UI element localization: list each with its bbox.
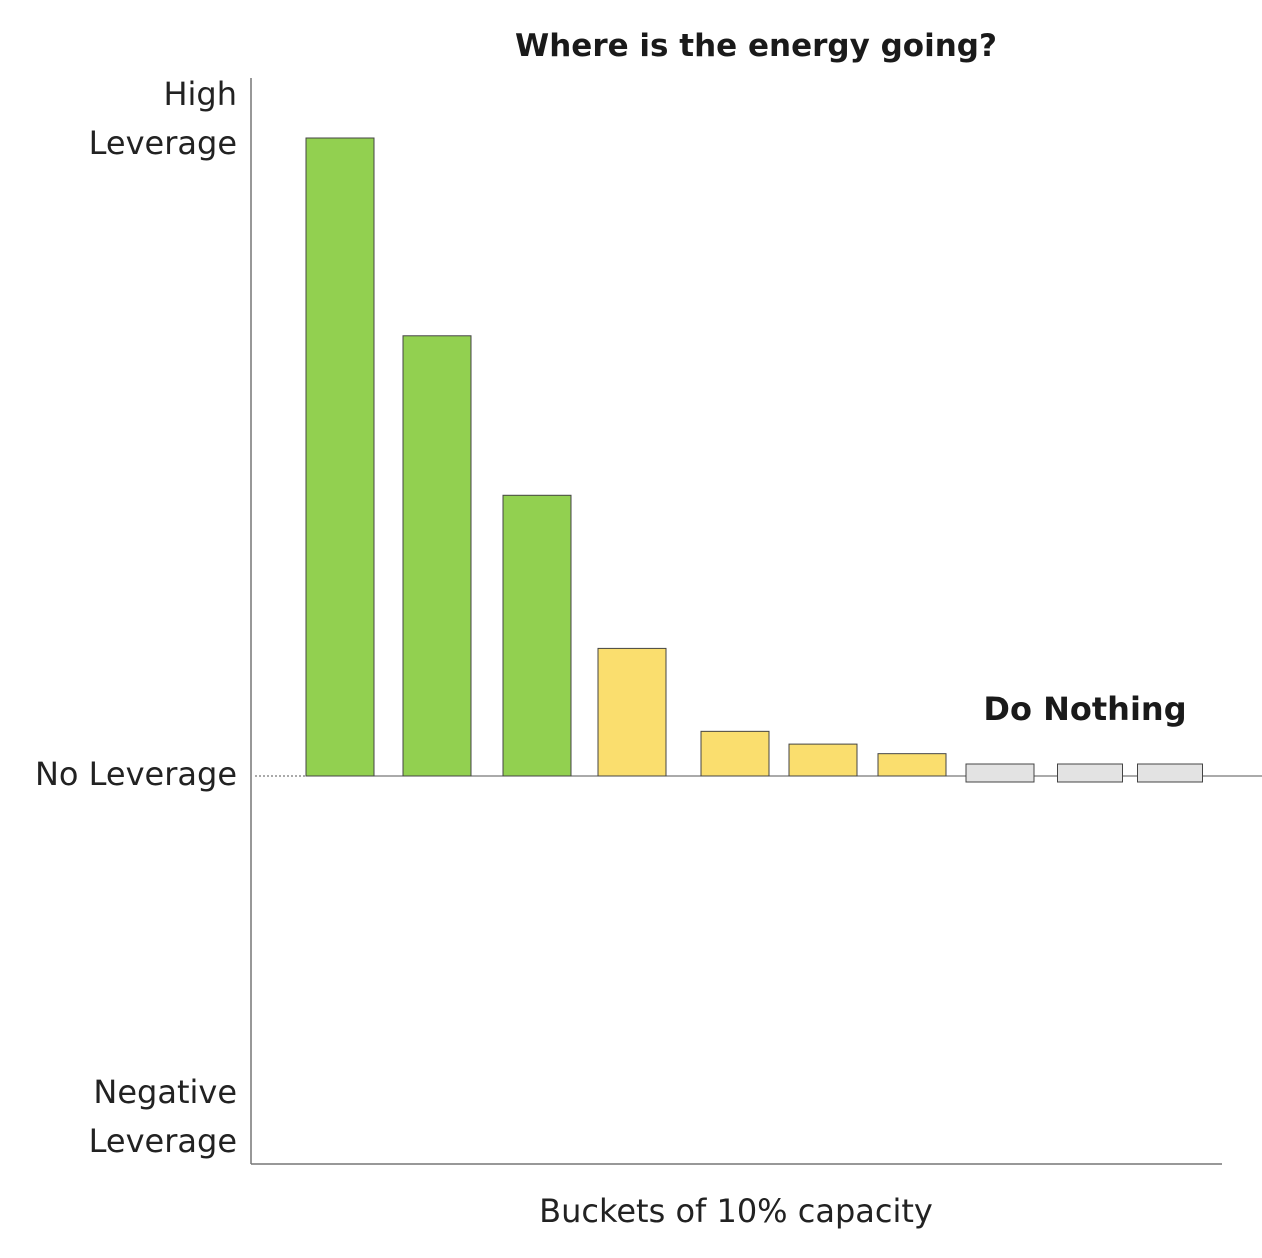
y-label-high-line2: Leverage [89, 124, 237, 162]
bar-bucket-1 [305, 137, 375, 777]
bar-bucket-9 [1057, 763, 1123, 783]
bar-bucket-2 [402, 335, 472, 777]
bar-bucket-8 [965, 763, 1035, 783]
bar-bucket-5 [700, 730, 770, 777]
bar-bucket-4 [597, 647, 667, 777]
bars-group [305, 137, 1203, 783]
y-label-negative-line2: Leverage [89, 1122, 237, 1160]
y-label-negative-line1: Negative [93, 1073, 237, 1111]
do-nothing-annotation: Do Nothing [983, 690, 1186, 728]
bar-bucket-3 [502, 494, 572, 777]
x-axis-label: Buckets of 10% capacity [539, 1192, 933, 1230]
chart-title: Where is the energy going? [515, 28, 997, 64]
y-label-zero: No Leverage [35, 755, 237, 793]
bar-bucket-6 [788, 743, 858, 777]
y-label-high-line1: High [163, 75, 237, 113]
bar-bucket-10 [1137, 763, 1203, 783]
bar-bucket-7 [877, 753, 947, 777]
